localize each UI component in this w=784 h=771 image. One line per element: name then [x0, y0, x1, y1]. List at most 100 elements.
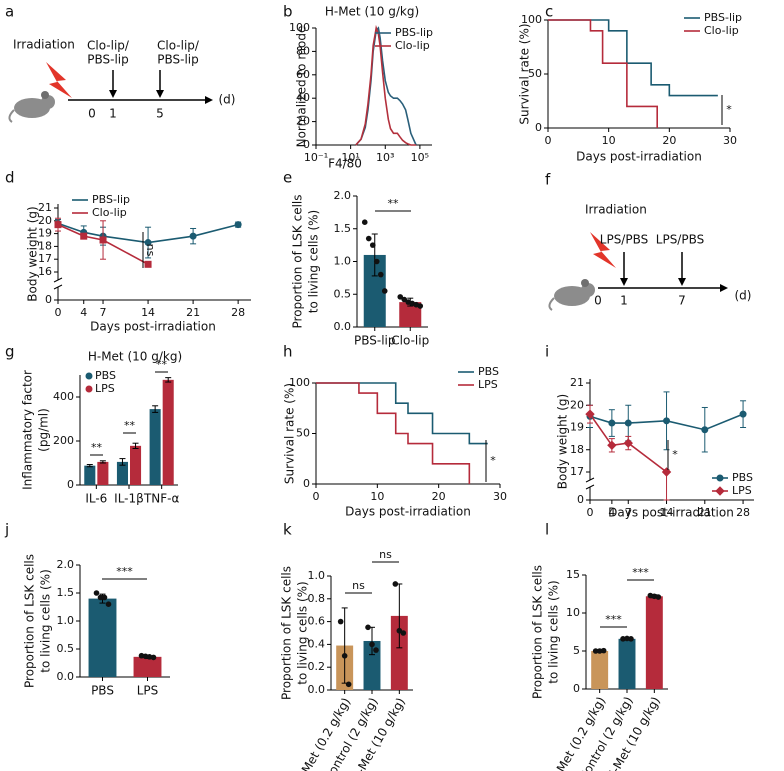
data-point	[97, 594, 104, 601]
marker	[608, 419, 616, 427]
marker	[144, 239, 152, 247]
legend-label: PBS-lip	[395, 26, 433, 39]
y-axis-title: Proportion of LSK cells	[23, 554, 37, 688]
lightning-icon	[590, 232, 616, 268]
significance-label: **	[156, 358, 168, 371]
legend-swatch	[85, 372, 93, 380]
y-axis-title: Proportion of LSK cells	[531, 565, 545, 699]
arrowhead	[205, 96, 213, 104]
marker	[624, 419, 632, 427]
bar	[149, 409, 161, 485]
panel-letter: f	[545, 171, 551, 189]
bar	[88, 598, 117, 677]
significance-label: *	[726, 103, 732, 116]
x-tick-label: 7	[100, 306, 107, 319]
series-line	[548, 19, 658, 128]
data-point	[337, 618, 344, 625]
bar	[162, 379, 174, 485]
x-axis-title: Days post-irradiation	[90, 320, 216, 334]
y-tick-label: 0	[67, 478, 74, 491]
bar	[618, 638, 636, 689]
legend-label: Clo-lip	[395, 39, 430, 52]
y-tick-label: 20	[296, 115, 310, 128]
data-point	[369, 641, 375, 648]
x-axis-title: Days post-irradiation	[576, 150, 702, 164]
y-tick-label: 18	[38, 239, 52, 252]
legend-label: LPS	[478, 378, 498, 391]
y-tick-label: 5	[573, 644, 580, 657]
y-tick-label: 0	[45, 293, 52, 306]
y-tick-label: 0.5	[57, 642, 75, 655]
x-tick-label: 10	[602, 134, 616, 147]
significance-label: *	[490, 454, 496, 467]
y-tick-label: 0	[303, 138, 310, 151]
x-tick-label: 0	[55, 306, 62, 319]
y-tick-label: 19	[570, 421, 584, 434]
y-tick-label: 100	[521, 13, 542, 26]
marker	[80, 232, 88, 240]
data-point	[417, 303, 424, 309]
y-tick-label: 1.0	[308, 569, 326, 582]
marker	[661, 467, 672, 477]
data-point	[361, 219, 368, 225]
panel-letter: g	[5, 343, 15, 361]
y-tick-label: 1.5	[57, 586, 75, 599]
x-tick-label: 10⁵	[411, 151, 429, 164]
y-tick-label: 20	[570, 398, 584, 411]
significance-label: ns	[144, 244, 157, 257]
y-axis-title: to living cells (%)	[547, 580, 561, 683]
arrowhead	[620, 278, 628, 286]
x-tick-label: PBS	[91, 684, 114, 698]
y-tick-label: 40	[296, 91, 310, 104]
y-axis-title: Normalized to mode	[295, 26, 309, 148]
bar	[97, 461, 109, 485]
marker	[144, 260, 152, 268]
marker	[54, 221, 62, 229]
data-point	[373, 647, 379, 653]
x-tick-label: IL-6	[85, 492, 107, 506]
panel-letter: k	[283, 521, 292, 539]
data-point	[377, 271, 384, 278]
x-tick-label: 10	[370, 490, 384, 503]
legend-label: LPS	[95, 382, 115, 395]
significance-label: ns	[379, 548, 392, 561]
marker	[623, 438, 633, 448]
x-tick-label: IL-1β	[114, 492, 144, 506]
data-point	[655, 594, 662, 600]
data-point	[365, 235, 372, 242]
timeline-start: Irradiation	[13, 38, 75, 52]
y-tick-label: 200	[53, 434, 74, 447]
data-point	[345, 681, 352, 688]
data-point	[401, 296, 408, 303]
x-tick-label: 21	[186, 306, 200, 319]
y-tick-label: 15	[566, 568, 580, 581]
event-label: PBS-lip	[87, 53, 129, 67]
y-tick-label: 16	[38, 265, 52, 278]
arrowhead	[720, 284, 728, 292]
bar	[399, 302, 422, 327]
mouse-icon	[548, 279, 595, 311]
significance-label: **	[91, 441, 103, 454]
y-tick-label: 17	[38, 252, 52, 265]
x-axis-title: Days post-irradiation	[345, 505, 471, 519]
series-line	[57, 222, 239, 244]
series-line	[589, 413, 668, 473]
significance-label: **	[124, 419, 136, 432]
legend-label: PBS-lip	[704, 11, 742, 24]
data-point	[105, 601, 112, 607]
legend-label: Clo-lip	[704, 24, 739, 37]
y-tick-label: 20	[38, 214, 52, 227]
data-point	[381, 288, 388, 294]
x-tick-label: 14	[141, 306, 155, 319]
significance-label: ns	[352, 579, 365, 592]
data-point	[101, 594, 108, 601]
bar	[84, 465, 96, 485]
significance-label: *	[672, 448, 678, 461]
y-tick-label: 50	[528, 67, 542, 80]
data-point	[365, 624, 371, 631]
legend-swatch	[85, 385, 93, 393]
x-tick-label: 14	[660, 506, 674, 519]
y-tick-label: 21	[570, 376, 584, 389]
y-axis-title: Proportion of LSK cells	[291, 195, 305, 329]
y-tick-label: 0.6	[308, 615, 326, 628]
